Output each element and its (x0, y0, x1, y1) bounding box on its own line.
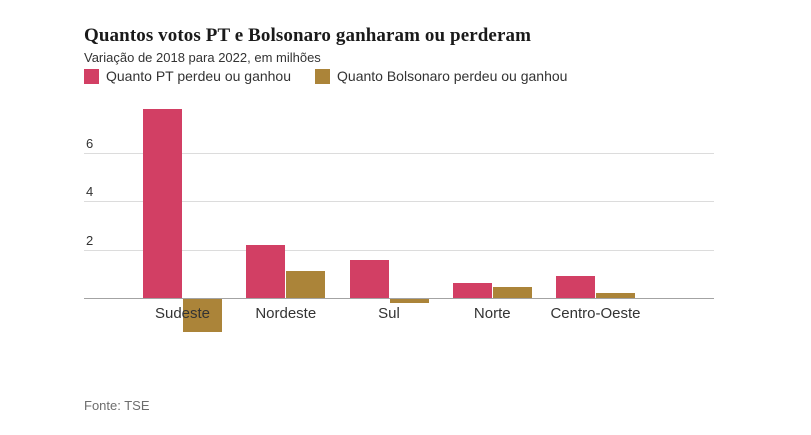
bolsonaro-legend-swatch-icon (315, 68, 331, 84)
x-axis-label-centro-oeste: Centro-Oeste (550, 305, 641, 322)
bar-bolsonaro-norte (492, 287, 532, 298)
y-axis-tick-4: 4 (86, 184, 94, 200)
x-axis-label-sul: Sul (378, 305, 400, 322)
pt-legend-swatch-icon (84, 68, 99, 84)
bar-pt-norte (452, 283, 492, 298)
pt-legend-label: Quanto PT perdeu ou ganhou (106, 68, 292, 84)
chart-subtitle: Variação de 2018 para 2022, em milhões (84, 50, 321, 65)
legend-item-pt: Quanto PT perdeu ou ganhou (84, 68, 291, 84)
gridline-y2 (84, 249, 714, 251)
source-note: Fonte: TSE (84, 398, 150, 413)
x-axis-baseline (84, 298, 714, 299)
chart-title: Quantos votos PT e Bolsonaro ganharam ou… (84, 25, 532, 46)
bar-bolsonaro-centro-oeste (596, 293, 635, 298)
bar-bolsonaro-sul (389, 299, 429, 303)
bar-pt-nordeste (246, 244, 286, 298)
bar-pt-sudeste (143, 109, 182, 298)
legend-item-bolsonaro: Quanto Bolsonaro perdeu ou ganhou (315, 68, 567, 84)
bolsonaro-legend-label: Quanto Bolsonaro perdeu ou ganhou (337, 68, 568, 84)
chart-legend: Quanto PT perdeu ou ganhou Quanto Bolson… (84, 68, 567, 84)
bar-bolsonaro-nordeste (286, 271, 326, 298)
gridline-y6 (84, 152, 714, 154)
bar-pt-sul (349, 260, 389, 298)
x-axis-label-norte: Norte (473, 305, 511, 322)
bar-bolsonaro-sudeste (183, 299, 222, 332)
y-axis-tick-6: 6 (86, 135, 94, 151)
bar-chart-plot-area: 2 4 6 Sudeste Nordeste Sul Norte Centro-Oeste (84, 100, 714, 332)
bar-pt-centro-oeste (556, 276, 595, 298)
y-axis-tick-2: 2 (86, 232, 94, 248)
x-axis-label-sudeste: Sudeste (154, 305, 211, 322)
x-axis-label-nordeste: Nordeste (255, 305, 317, 322)
gridline-y4 (84, 201, 714, 203)
